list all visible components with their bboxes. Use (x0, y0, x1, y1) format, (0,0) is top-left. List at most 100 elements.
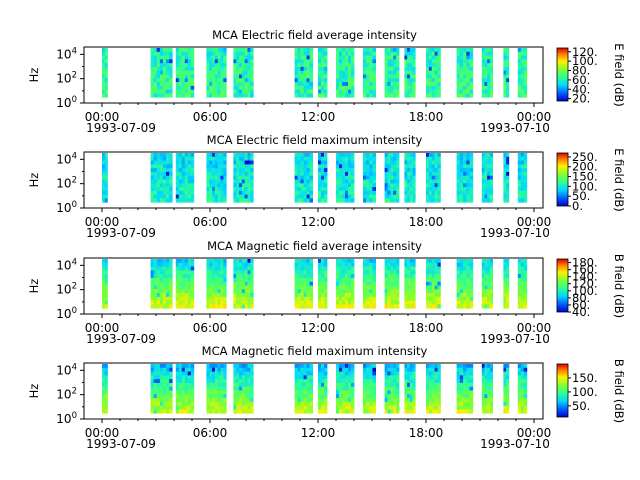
spectrogram-cell (309, 93, 313, 98)
spectrogram-cell (409, 379, 413, 384)
spectrogram-cell (324, 382, 328, 388)
spectrogram-cell (369, 367, 373, 372)
spectrogram-cell (404, 293, 408, 298)
spectrogram-cell (178, 364, 183, 369)
data-segment (517, 259, 528, 309)
spectrogram-cell (239, 179, 243, 184)
spectrogram-cell (156, 281, 161, 286)
spectrogram-cell (437, 82, 441, 87)
spectrogram-cell (437, 66, 441, 72)
spectrogram-cell (150, 164, 155, 169)
spectrogram-cell (181, 379, 186, 384)
spectrogram-cell (390, 277, 394, 283)
spectrogram-cell (175, 70, 180, 75)
spectrogram-cell (156, 382, 161, 388)
spectrogram-cell (348, 89, 352, 94)
spectrogram-cell (178, 70, 183, 75)
spectrogram-cell (520, 293, 525, 298)
spectrogram-cell (523, 371, 528, 376)
spectrogram-cell (412, 289, 416, 294)
spectrogram-cell (324, 179, 328, 184)
spectrogram-cell (239, 270, 243, 275)
spectrogram-cell (345, 93, 349, 98)
spectrogram-cell (459, 266, 464, 271)
spectrogram-cell (351, 175, 355, 180)
spectrogram-cell (520, 51, 525, 56)
spectrogram-cell (366, 386, 370, 391)
spectrogram-cell (233, 364, 237, 369)
spectrogram-cell (306, 82, 310, 87)
spectrogram-cell (456, 164, 461, 169)
spectrogram-cell (339, 89, 343, 94)
spectrogram-cell (407, 168, 411, 173)
spectrogram-cell (212, 183, 216, 188)
x-tick-label: 12:00 (301, 321, 336, 335)
spectrogram-cell (247, 398, 251, 403)
spectrogram-cell (169, 55, 173, 60)
spectrogram-cell (184, 281, 189, 286)
spectrogram-cell (351, 89, 355, 94)
spectrogram-cell (318, 164, 322, 169)
spectrogram-cell (318, 51, 322, 56)
spectrogram-cell (431, 304, 436, 309)
spectrogram-cell (426, 382, 430, 388)
spectrogram-cell (181, 164, 186, 169)
data-segment (175, 153, 195, 203)
spectrogram-cell (309, 153, 313, 158)
spectrogram-cell (162, 82, 167, 87)
spectrogram-cell (166, 63, 170, 68)
spectrogram-cell (412, 190, 416, 196)
spectrogram-cell (342, 194, 346, 199)
spectrogram-cell (187, 401, 192, 407)
spectrogram-cell (396, 179, 400, 184)
spectrogram-cell (175, 409, 180, 414)
spectrogram-cell (369, 364, 373, 369)
spectrogram-cell (396, 304, 400, 309)
spectrogram-cell (434, 55, 438, 60)
spectrogram-cell (250, 160, 254, 165)
spectrogram-cell (321, 386, 325, 391)
spectrogram-cell (469, 55, 474, 60)
spectrogram-cell (212, 379, 216, 384)
spectrogram-cell (309, 274, 313, 279)
spectrogram-cell (156, 82, 161, 87)
spectrogram-cell (434, 187, 438, 192)
data-segment (456, 153, 474, 203)
spectrogram-cell (190, 160, 195, 165)
colorbar-frame (556, 363, 569, 418)
spectrogram-cell (233, 281, 237, 286)
spectrogram-cell (212, 156, 216, 161)
spectrogram-cell (431, 51, 436, 56)
spectrogram-cell (481, 66, 485, 72)
spectrogram-cell (342, 364, 346, 369)
spectrogram-cell (342, 285, 346, 290)
spectrogram-cell (156, 171, 161, 177)
spectrogram-cell (487, 266, 491, 271)
spectrogram-cell (384, 190, 388, 196)
spectrogram-cell (384, 175, 388, 180)
spectrogram-cell (484, 183, 488, 188)
spectrogram-cell (303, 266, 307, 271)
spectrogram-cell (300, 289, 304, 294)
spectrogram-cell (339, 364, 343, 369)
spectrogram-cell (434, 382, 438, 388)
spectrogram-cell (300, 296, 304, 302)
spectrogram-cell (428, 405, 433, 410)
spectrogram-cell (506, 175, 510, 180)
spectrogram-cell (206, 375, 210, 380)
spectrogram-cell (294, 364, 298, 369)
spectrogram-cell (426, 259, 430, 264)
spectrogram-cell (156, 51, 161, 56)
spectrogram-cell (233, 270, 237, 275)
spectrogram-cell (489, 160, 493, 165)
spectrogram-cell (487, 398, 491, 403)
spectrogram-cell (169, 386, 173, 391)
spectrogram-cell (150, 85, 155, 91)
spectrogram-cell (217, 371, 221, 376)
spectrogram-cell (184, 364, 189, 369)
spectrogram-cell (431, 375, 436, 380)
spectrogram-cell (463, 367, 467, 372)
spectrogram-cell (300, 281, 304, 286)
spectrogram-cell (396, 401, 400, 407)
spectrogram-cell (318, 82, 322, 87)
